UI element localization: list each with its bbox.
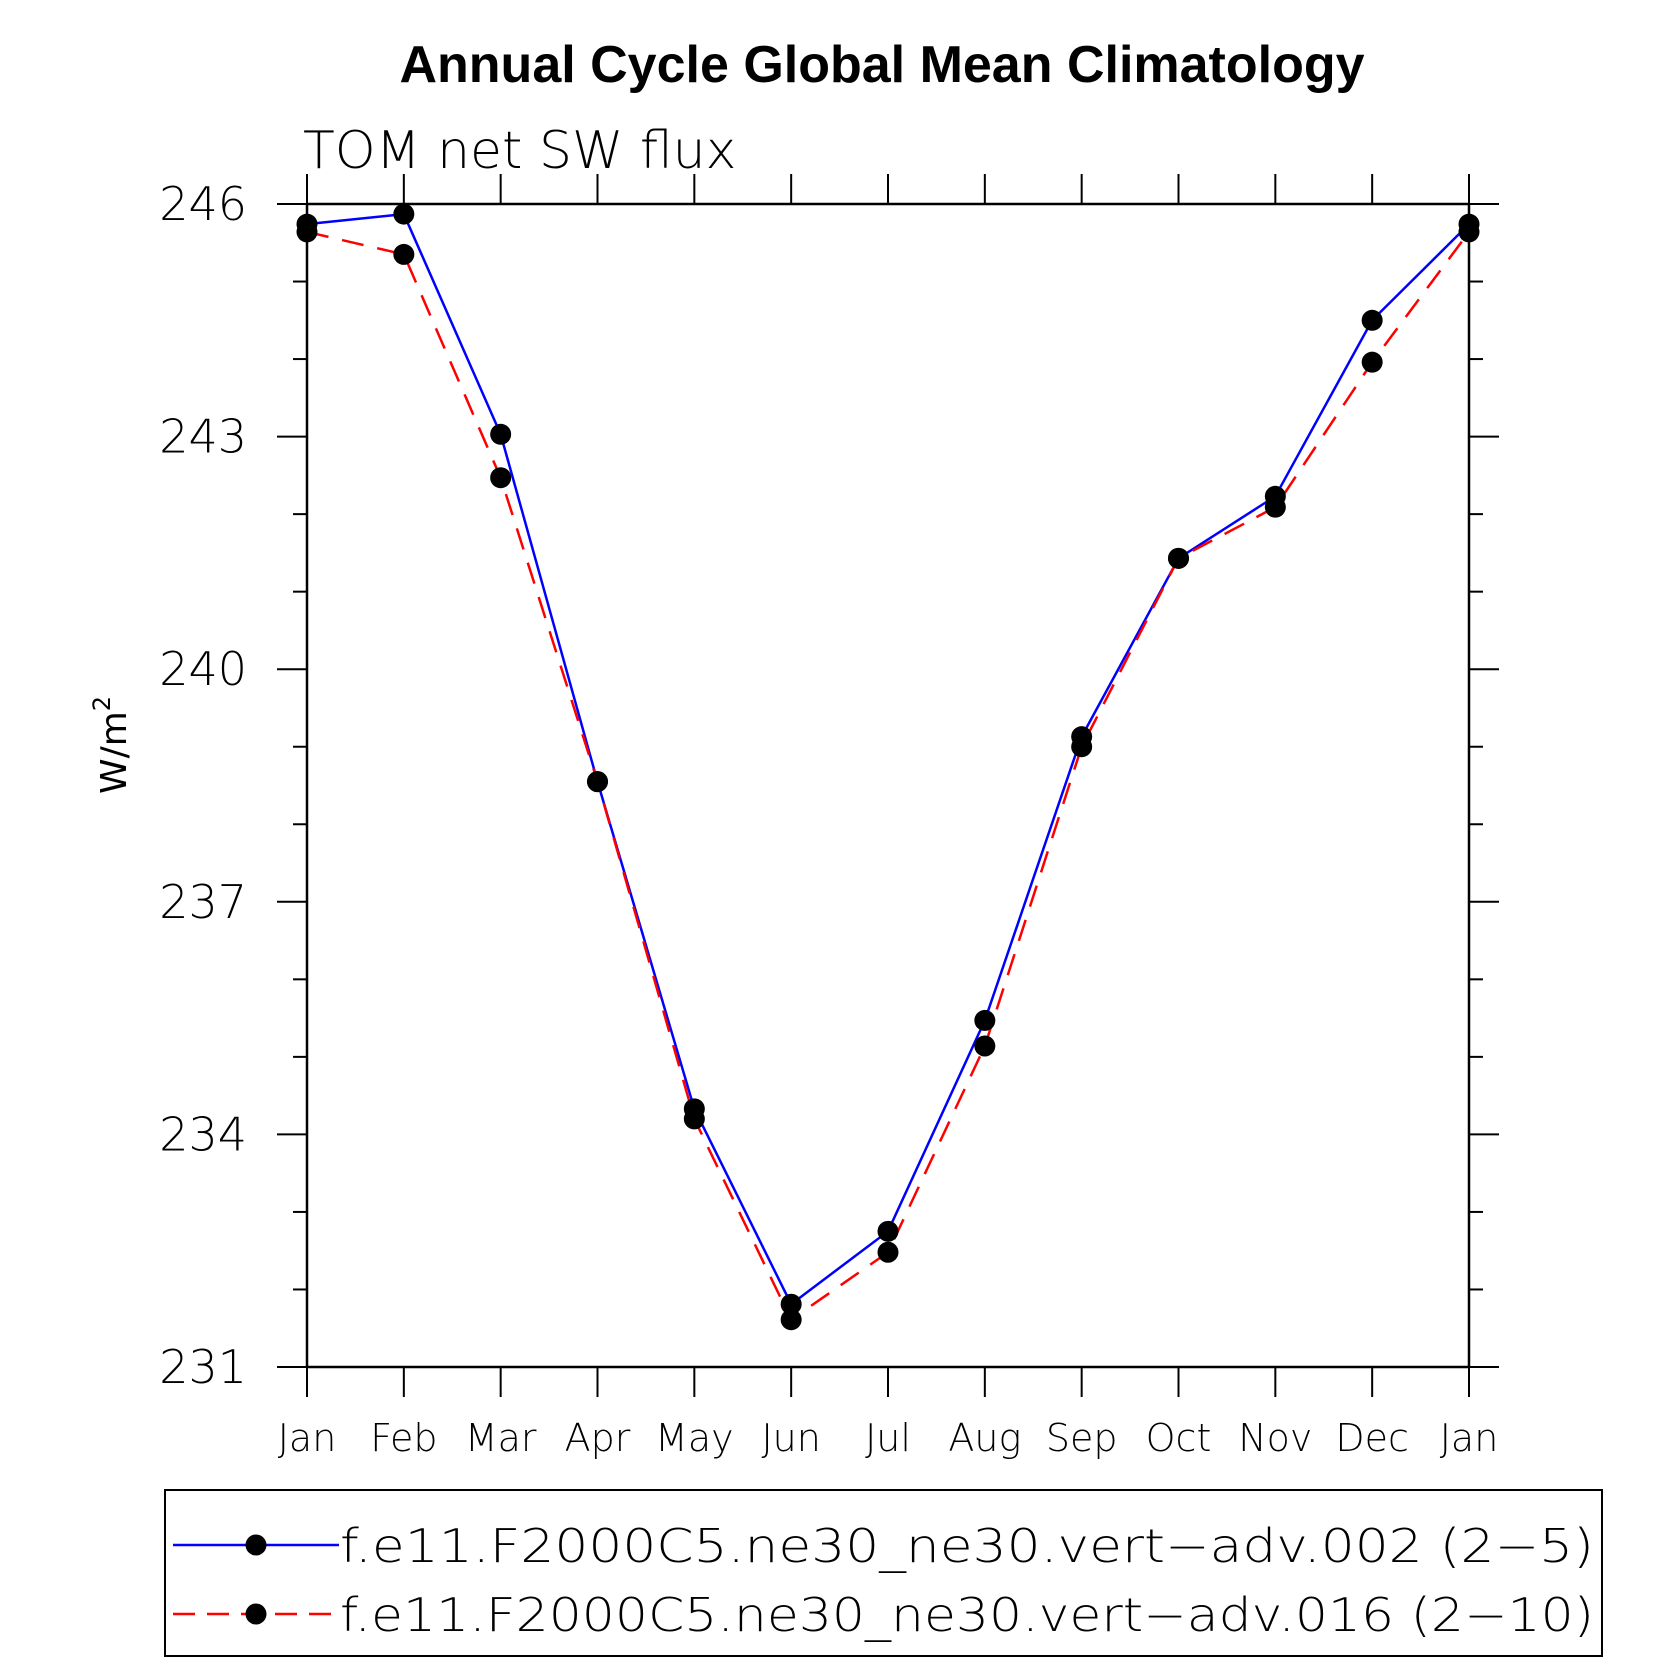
series-2-point [1071,736,1093,758]
series-2-point [587,771,608,793]
x-tick-label: Jun [761,1416,820,1460]
svg-text:W/m2: W/m2 [88,696,135,794]
series-2-point [1361,351,1383,373]
legend-label-1: f.e11.F2000C5.ne30_ne30.vert−adv.002 (2−… [340,1519,1594,1573]
y-axis-label: W/m2 [88,696,135,794]
plot-axes [277,174,1499,1397]
series-1-point [1361,309,1383,331]
series-2-point [683,1108,705,1130]
series-1-point [877,1220,899,1242]
y-tick-label: 234 [159,1107,247,1161]
series-1-point [490,423,512,445]
y-tick-labels: 231 234 237 240 243 246 [159,177,247,1394]
series-1-point [780,1293,802,1315]
x-tick-label: May [655,1416,734,1460]
series-2-point [1168,547,1189,569]
series-2-point [1458,221,1480,243]
series-2-point [974,1035,996,1057]
series-line-2 [306,230,1471,1322]
series-2-point [780,1309,802,1331]
y-axis-label-text: W/m [94,711,135,794]
x-tick-label: Jan [1440,1416,1499,1460]
legend-marker-2 [245,1603,267,1625]
legend-box [164,1489,1603,1657]
x-tick-labels: Jan Feb Mar Apr May Jun Jul Aug Sep Oct Nov Dec Jan [278,1416,1499,1460]
x-tick-label: Dec [1335,1416,1409,1460]
x-tick-label: Jul [865,1416,911,1460]
x-tick-label: Mar [465,1416,537,1460]
series-2-point [296,221,318,243]
x-tick-label: Aug [948,1416,1021,1460]
y-axis-label-superscript: 2 [88,696,116,711]
x-tick-label: Nov [1238,1416,1312,1460]
series-2-point [393,243,415,265]
series-2-point [490,467,512,489]
y-tick-label: 237 [159,875,247,929]
y-tick-label: 243 [159,410,247,464]
y-tick-label: 240 [159,642,247,696]
legend: f.e11.F2000C5.ne30_ne30.vert−adv.002 (2−… [164,1489,1603,1657]
series-1-point [393,203,415,225]
series-2-point [877,1241,899,1263]
legend-label-2: f.e11.F2000C5.ne30_ne30.vert−adv.016 (2−… [340,1588,1594,1642]
series-line-1 [306,212,1470,1307]
series-2-point [1264,496,1286,518]
x-tick-label: Feb [370,1416,437,1460]
legend-marker-1 [245,1534,267,1556]
y-tick-label: 231 [159,1340,247,1394]
x-tick-label: Sep [1046,1416,1118,1460]
x-tick-label: Jan [278,1416,337,1460]
series-1-point [974,1009,996,1031]
chart-title: Annual Cycle Global Mean Climatology [399,36,1364,94]
x-tick-label: Oct [1146,1416,1212,1460]
chart-subtitle: TOM net SW flux [303,121,736,181]
y-tick-label: 246 [159,177,247,231]
series-layer [296,203,1480,1331]
x-tick-label: Apr [565,1416,631,1460]
